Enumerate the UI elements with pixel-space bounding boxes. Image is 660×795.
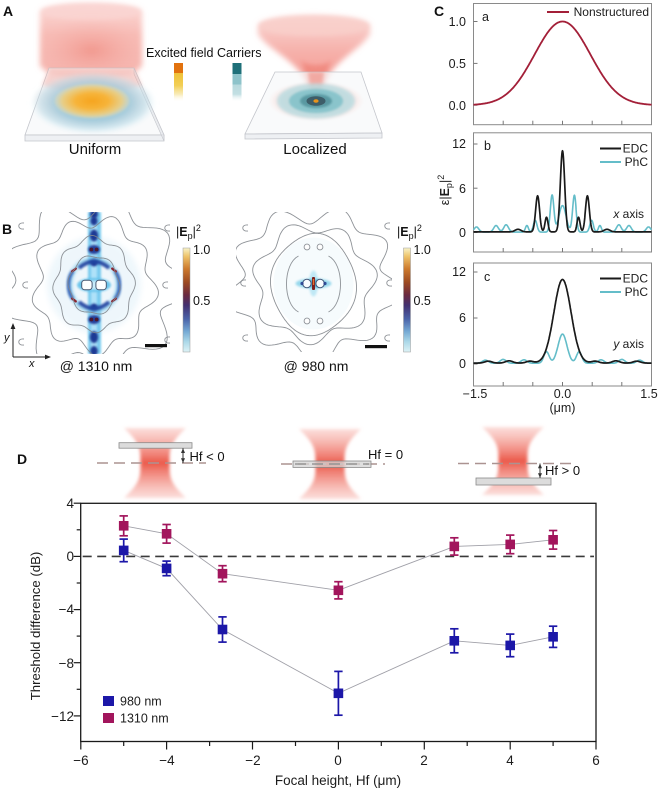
svg-text:|Ep|2: |Ep|2 — [397, 223, 422, 241]
svg-text:2: 2 — [420, 753, 428, 768]
svg-text:0: 0 — [459, 226, 466, 240]
svg-text:x axis: x axis — [612, 207, 644, 221]
svg-text:Carriers: Carriers — [217, 46, 261, 60]
svg-text:980 nm: 980 nm — [120, 695, 162, 709]
svg-text:12: 12 — [452, 265, 466, 279]
svg-text:0.0: 0.0 — [554, 387, 571, 401]
svg-text:Localized: Localized — [283, 141, 346, 158]
svg-text:D: D — [17, 451, 27, 467]
svg-text:Hf = 0: Hf = 0 — [368, 447, 403, 462]
svg-text:−12: −12 — [51, 709, 74, 724]
svg-text:b: b — [484, 139, 491, 153]
svg-text:0.0: 0.0 — [449, 99, 466, 113]
svg-text:1310 nm: 1310 nm — [120, 712, 169, 726]
svg-text:12: 12 — [452, 137, 466, 151]
svg-text:A: A — [3, 3, 13, 19]
svg-text:6: 6 — [459, 311, 466, 325]
svg-text:(μm): (μm) — [550, 401, 576, 415]
svg-text:c: c — [484, 270, 490, 284]
svg-text:PhC: PhC — [625, 155, 649, 169]
svg-text:Excited field: Excited field — [146, 46, 213, 60]
svg-text:−4: −4 — [159, 753, 175, 768]
svg-text:B: B — [2, 221, 12, 237]
svg-text:@ 1310 nm: @ 1310 nm — [60, 358, 133, 374]
svg-text:0: 0 — [459, 357, 466, 371]
svg-text:EDC: EDC — [623, 272, 649, 286]
svg-text:0: 0 — [66, 549, 74, 564]
svg-text:1.5: 1.5 — [640, 387, 657, 401]
svg-text:y: y — [3, 332, 11, 344]
svg-text:6: 6 — [592, 753, 600, 768]
svg-text:y axis: y axis — [612, 337, 644, 351]
svg-text:1.0: 1.0 — [449, 15, 466, 29]
svg-text:−8: −8 — [59, 656, 74, 671]
svg-text:a: a — [482, 10, 489, 24]
svg-text:6: 6 — [459, 182, 466, 196]
svg-text:Hf > 0: Hf > 0 — [545, 463, 580, 478]
svg-text:−1.5: −1.5 — [463, 387, 488, 401]
svg-text:Nonstructured: Nonstructured — [574, 5, 649, 19]
svg-text:C: C — [434, 3, 444, 19]
svg-text:0.5: 0.5 — [414, 294, 431, 308]
svg-text:Focal height, Hf (μm): Focal height, Hf (μm) — [275, 773, 401, 788]
svg-text:0.5: 0.5 — [449, 57, 466, 71]
svg-text:PhC: PhC — [625, 285, 649, 299]
svg-text:1.0: 1.0 — [193, 243, 210, 257]
svg-text:−4: −4 — [59, 602, 75, 617]
svg-text:x: x — [28, 358, 35, 370]
svg-text:−2: −2 — [245, 753, 260, 768]
svg-text:Uniform: Uniform — [69, 141, 122, 158]
svg-text:1.0: 1.0 — [414, 243, 431, 257]
svg-text:0.5: 0.5 — [193, 294, 210, 308]
svg-text:ε|Ep|2: ε|Ep|2 — [436, 175, 454, 205]
svg-text:Threshold difference (dB): Threshold difference (dB) — [28, 552, 43, 701]
svg-text:−6: −6 — [73, 753, 88, 768]
svg-text:4: 4 — [66, 496, 74, 511]
svg-text:@ 980 nm: @ 980 nm — [284, 358, 349, 374]
svg-text:Hf < 0: Hf < 0 — [190, 449, 225, 464]
svg-text:4: 4 — [506, 753, 514, 768]
svg-text:0: 0 — [334, 753, 342, 768]
svg-text:EDC: EDC — [623, 142, 649, 156]
svg-text:|Ep|2: |Ep|2 — [176, 223, 201, 241]
